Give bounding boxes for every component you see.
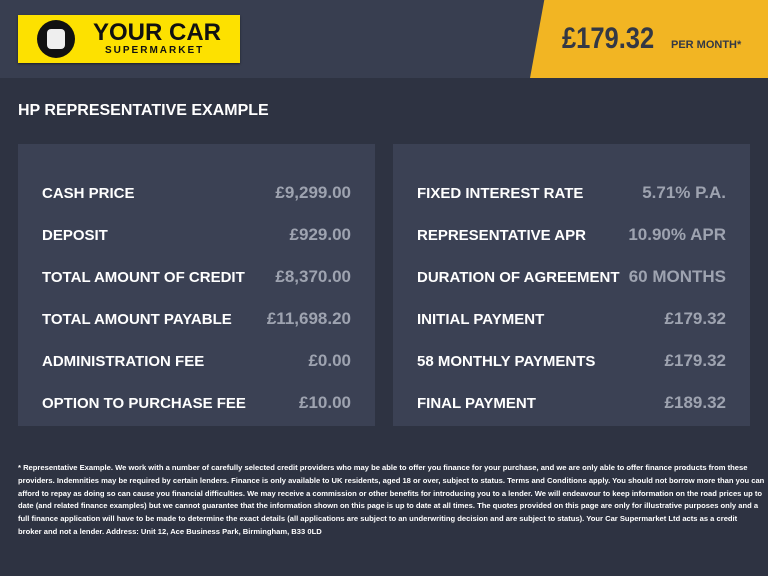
disclaimer-line: afford to repay as doing so can cause yo… xyxy=(18,488,763,498)
finance-value: £929.00 xyxy=(289,225,351,244)
finance-label: INITIAL PAYMENT xyxy=(417,310,545,328)
finance-value: £11,698.20 xyxy=(266,309,351,328)
finance-row: 58 MONTHLY PAYMENTS £179.32 xyxy=(417,340,726,382)
logo-text: YOUR CAR xyxy=(93,19,222,46)
finance-label: 58 MONTHLY PAYMENTS xyxy=(417,352,596,370)
price-banner xyxy=(530,0,768,78)
finance-label: TOTAL AMOUNT PAYABLE xyxy=(42,310,232,328)
finance-label: DURATION OF AGREEMENT xyxy=(417,268,620,286)
finance-row: ADMINISTRATION FEE £0.00 xyxy=(42,340,351,382)
finance-row: OPTION TO PURCHASE FEE £10.00 xyxy=(42,382,351,424)
finance-label: CASH PRICE xyxy=(42,184,135,202)
finance-row: FINAL PAYMENT £189.32 xyxy=(417,382,726,424)
finance-row: FIXED INTEREST RATE 5.71% P.A. xyxy=(417,172,726,214)
finance-value: 5.71% P.A. xyxy=(642,183,726,202)
disclaimer: * Representative Example. We work with a… xyxy=(18,462,764,539)
finance-panel-right: FIXED INTEREST RATE 5.71% P.A. REPRESENTAT… xyxy=(393,144,750,426)
header: YOUR CAR SUPERMARKET £179.32 PER MONTH* xyxy=(0,0,768,78)
per-month-label: PER MONTH* xyxy=(671,39,742,51)
finance-row: TOTAL AMOUNT OF CREDIT £8,370.00 xyxy=(42,256,351,298)
finance-value: £8,370.00 xyxy=(275,267,351,286)
monthly-price: £179.32 xyxy=(562,22,655,55)
finance-row: DEPOSIT £929.00 xyxy=(42,214,351,256)
finance-value: £10.00 xyxy=(299,393,351,412)
finance-row: CASH PRICE £9,299.00 xyxy=(42,172,351,214)
finance-label: TOTAL AMOUNT OF CREDIT xyxy=(42,268,245,286)
finance-row: REPRESENTATIVE APR 10.90% APR xyxy=(417,214,726,256)
page-title: HP REPRESENTATIVE EXAMPLE xyxy=(18,102,269,119)
finance-label: FINAL PAYMENT xyxy=(417,394,536,412)
disclaimer-line: * Representative Example. We work with a… xyxy=(18,463,748,472)
finance-value: £179.32 xyxy=(664,351,726,370)
disclaimer-line: broker and not a lender. Address: Unit 1… xyxy=(18,526,322,536)
finance-row: DURATION OF AGREEMENT 60 MONTHS xyxy=(417,256,726,298)
finance-row: TOTAL AMOUNT PAYABLE £11,698.20 xyxy=(42,298,351,340)
finance-value: 60 MONTHS xyxy=(628,267,726,286)
finance-label: REPRESENTATIVE APR xyxy=(417,226,586,244)
finance-label: DEPOSIT xyxy=(42,226,108,244)
pointing-hand-icon xyxy=(37,20,75,58)
disclaimer-line: providers. Indemnities may be required b… xyxy=(18,475,765,485)
finance-label: OPTION TO PURCHASE FEE xyxy=(42,394,246,412)
finance-value: 10.90% APR xyxy=(628,225,726,244)
finance-value: £9,299.00 xyxy=(275,183,351,202)
finance-value: £189.32 xyxy=(664,393,726,412)
logo[interactable]: YOUR CAR SUPERMARKET xyxy=(18,15,240,63)
finance-panel-left: CASH PRICE £9,299.00 DEPOSIT £929.00 TOTAL A… xyxy=(18,144,375,426)
logo-subtext: SUPERMARKET xyxy=(105,45,205,56)
finance-label: FIXED INTEREST RATE xyxy=(417,184,584,202)
finance-value: £179.32 xyxy=(664,309,726,328)
finance-row: INITIAL PAYMENT £179.32 xyxy=(417,298,726,340)
finance-value: £0.00 xyxy=(308,351,351,370)
disclaimer-line: full finance application will have to be… xyxy=(18,514,738,524)
disclaimer-line: date (and related finance examples) but … xyxy=(18,501,759,511)
finance-label: ADMINISTRATION FEE xyxy=(42,352,205,370)
